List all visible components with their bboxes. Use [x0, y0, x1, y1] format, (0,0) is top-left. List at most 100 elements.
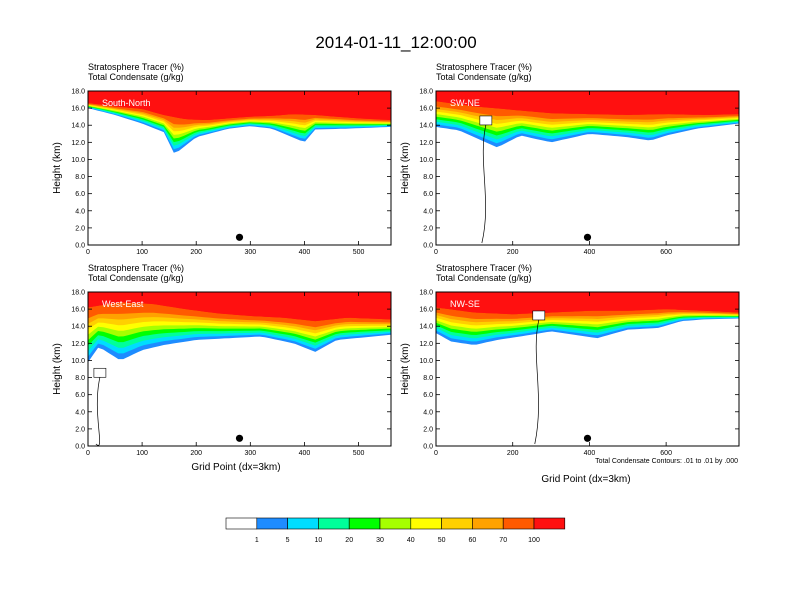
y-tick-label: 18.0 — [419, 89, 433, 96]
y-axis-label: Height (km) — [400, 142, 411, 194]
colorbar: 1 5 10 20 30 40 50 60 70 100 — [225, 517, 566, 544]
x-axis-label-right: Grid Point (dx=3km) — [541, 474, 630, 485]
colorbar-swatch — [379, 517, 412, 530]
contour-footnote: Total Condensate Contours: .01 to .01 by… — [595, 458, 738, 465]
plot-frame — [435, 291, 740, 447]
x-tick-label: 400 — [299, 450, 311, 457]
colorbar-tick-label: 100 — [528, 537, 540, 544]
panel-header-tracer: Stratosphere Tracer (%) — [436, 62, 532, 72]
colorbar-swatch — [348, 517, 381, 530]
y-tick-label: 18.0 — [419, 290, 433, 297]
panel-nw-se: Stratosphere Tracer (%)Total Condensate … — [400, 263, 740, 457]
x-tick-label: 500 — [353, 450, 365, 457]
x-tick-label: 100 — [136, 450, 148, 457]
y-tick-label: 16.0 — [419, 307, 433, 314]
tracer-field — [88, 91, 391, 153]
figure-title: 2014-01-11_12:00:00 — [315, 33, 476, 52]
y-tick-label: 2.0 — [423, 225, 433, 232]
colorbar-swatch — [533, 517, 566, 530]
location-marker — [235, 434, 244, 442]
x-tick-label: 0 — [434, 249, 438, 256]
y-tick-label: 12.0 — [419, 341, 433, 348]
colorbar-tick-label: 40 — [407, 537, 415, 544]
tracer-band-top — [436, 91, 739, 115]
y-tick-label: 16.0 — [71, 106, 85, 113]
y-tick-label: 6.0 — [75, 191, 85, 198]
panel-direction-label: NW-SE — [450, 299, 480, 309]
y-tick-label: 2.0 — [75, 225, 85, 232]
y-tick-label: 0.0 — [75, 444, 85, 451]
panel-direction-label: South-North — [102, 98, 151, 108]
panel-direction-label: West-East — [102, 299, 144, 309]
x-tick-label: 400 — [299, 249, 311, 256]
y-tick-label: 8.0 — [423, 375, 433, 382]
x-tick-label: 100 — [136, 249, 148, 256]
x-tick-label: 600 — [660, 249, 672, 256]
panel-direction-label: SW-NE — [450, 98, 480, 108]
y-tick-label: 16.0 — [419, 106, 433, 113]
y-tick-label: 4.0 — [423, 409, 433, 416]
contour-label-box — [93, 367, 107, 378]
y-tick-label: 0.0 — [75, 243, 85, 250]
y-tick-label: 8.0 — [423, 174, 433, 181]
tracer-field — [88, 292, 391, 363]
y-tick-label: 4.0 — [75, 409, 85, 416]
y-axis-label: Height (km) — [52, 343, 63, 395]
panels: Stratosphere Tracer (%)Total Condensate … — [52, 62, 740, 457]
colorbar-swatch — [502, 517, 535, 530]
x-tick-label: 400 — [584, 249, 596, 256]
panel-header-condensate: Total Condensate (g/kg) — [88, 273, 184, 283]
y-tick-label: 2.0 — [75, 426, 85, 433]
panel-header-condensate: Total Condensate (g/kg) — [436, 72, 532, 82]
location-marker — [583, 233, 592, 241]
x-tick-label: 300 — [244, 249, 256, 256]
y-tick-label: 4.0 — [75, 208, 85, 215]
y-axis-label: Height (km) — [52, 142, 63, 194]
x-tick-label: 600 — [660, 450, 672, 457]
condensate-contour — [95, 377, 101, 446]
panel-header-tracer: Stratosphere Tracer (%) — [88, 62, 184, 72]
panel-header-condensate: Total Condensate (g/kg) — [436, 273, 532, 283]
condensate-contour — [534, 319, 540, 445]
contour-label-box — [532, 310, 546, 321]
y-tick-label: 14.0 — [419, 324, 433, 331]
tracer-band-top — [88, 292, 391, 322]
colorbar-swatch — [256, 517, 288, 530]
tracer-field — [436, 292, 739, 345]
colorbar-swatch — [441, 517, 473, 530]
colorbar-swatch — [225, 517, 258, 530]
y-tick-label: 14.0 — [419, 123, 433, 130]
y-tick-label: 18.0 — [71, 290, 85, 297]
panel-west-east: Stratosphere Tracer (%)Total Condensate … — [52, 263, 392, 457]
colorbar-tick-label: 30 — [376, 537, 384, 544]
colorbar-tick-label: 50 — [438, 537, 446, 544]
colorbar-swatch — [410, 517, 442, 530]
y-tick-label: 18.0 — [71, 89, 85, 96]
y-tick-label: 4.0 — [423, 208, 433, 215]
x-tick-label: 200 — [190, 450, 202, 457]
location-marker — [583, 434, 592, 442]
y-tick-label: 14.0 — [71, 123, 85, 130]
x-tick-label: 400 — [584, 450, 596, 457]
x-tick-label: 200 — [507, 249, 519, 256]
plot-frame — [87, 90, 392, 246]
y-tick-label: 8.0 — [75, 174, 85, 181]
y-tick-label: 10.0 — [71, 157, 85, 164]
y-tick-label: 0.0 — [423, 444, 433, 451]
colorbar-tick-label: 70 — [499, 537, 507, 544]
colorbar-tick-label: 10 — [315, 537, 323, 544]
y-tick-label: 6.0 — [423, 392, 433, 399]
plot-frame — [435, 90, 740, 246]
y-tick-label: 16.0 — [71, 307, 85, 314]
tracer-field — [436, 91, 739, 148]
panel-header-condensate: Total Condensate (g/kg) — [88, 72, 184, 82]
x-tick-label: 500 — [353, 249, 365, 256]
colorbar-tick-label: 1 — [255, 537, 259, 544]
x-tick-label: 200 — [507, 450, 519, 457]
y-tick-label: 0.0 — [423, 243, 433, 250]
x-axis-label-left: Grid Point (dx=3km) — [191, 462, 280, 473]
y-axis-label: Height (km) — [400, 343, 411, 395]
colorbar-swatch — [318, 517, 350, 530]
colorbar-tick-label: 60 — [469, 537, 477, 544]
